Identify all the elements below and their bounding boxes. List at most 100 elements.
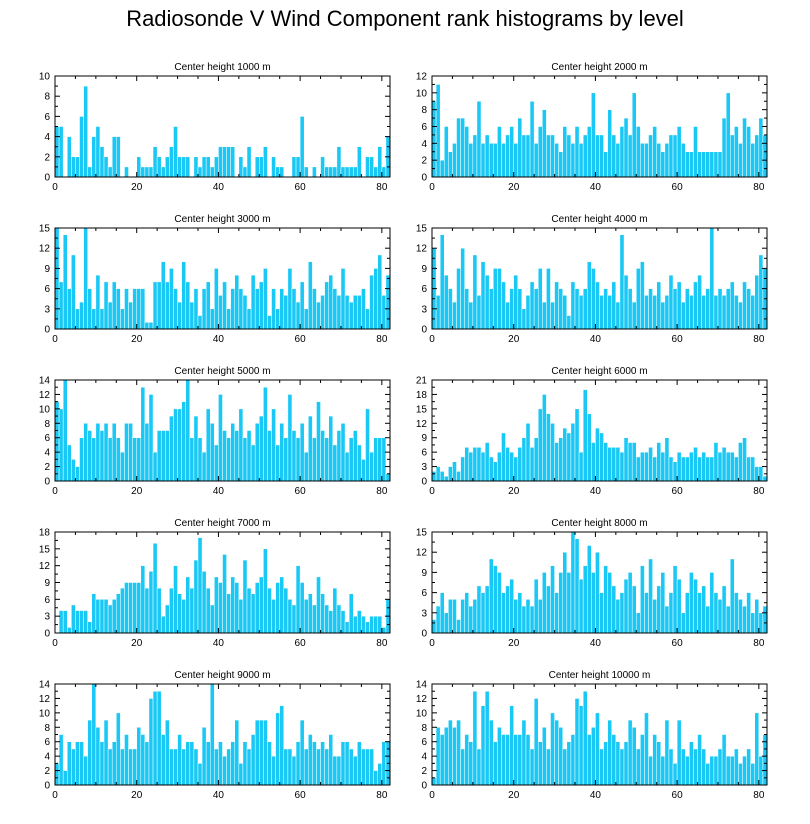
histogram-bar (668, 592, 674, 634)
x-tick-label: 60 (295, 790, 307, 801)
histogram-bar (619, 126, 625, 178)
histogram-bar (148, 571, 154, 634)
histogram-bar (529, 447, 535, 482)
panel-title: Center height 10000 m (549, 670, 651, 681)
histogram-bar (357, 610, 362, 634)
histogram-bar (107, 301, 113, 330)
histogram-bar (713, 295, 719, 330)
histogram-bar (140, 288, 146, 330)
histogram-bar (488, 288, 494, 330)
histogram-bar (431, 777, 437, 786)
histogram-bar (201, 156, 207, 178)
histogram-bar (165, 604, 170, 634)
histogram-bar (271, 599, 276, 634)
histogram-bar (493, 268, 498, 330)
histogram-bar (177, 593, 182, 634)
histogram-bar (181, 156, 186, 178)
histogram-bar (672, 134, 678, 178)
histogram-bar (369, 748, 374, 786)
histogram-bar (627, 719, 633, 786)
histogram-bar (640, 565, 645, 634)
histogram-bar (312, 166, 317, 178)
histogram-bar (623, 274, 629, 330)
x-tick-label: 80 (376, 638, 388, 649)
histogram-bar (701, 151, 706, 178)
histogram-bar (521, 719, 527, 786)
histogram-bar (365, 748, 370, 786)
y-tick-label: 8 (44, 419, 50, 430)
histogram-bar (209, 423, 215, 482)
histogram-bar (607, 109, 613, 178)
x-tick-label: 60 (672, 638, 684, 649)
x-tick-label: 80 (753, 638, 765, 649)
histogram-bar (128, 301, 133, 330)
y-tick-label: 12 (39, 561, 51, 572)
x-tick-label: 60 (672, 486, 684, 497)
histogram-bar (448, 288, 453, 330)
histogram-bar (275, 444, 280, 482)
y-tick-label: 0 (421, 629, 427, 640)
histogram-bar (680, 612, 686, 634)
histogram-bar (742, 281, 747, 330)
histogram-bar (132, 288, 137, 330)
histogram-bar (332, 587, 338, 634)
histogram-bar (79, 116, 84, 178)
x-tick-label: 40 (590, 182, 602, 193)
histogram-bar (713, 755, 719, 786)
histogram-bar (95, 727, 101, 786)
histogram-bar (493, 741, 498, 786)
y-tick-label: 8 (421, 723, 427, 734)
histogram-bar (762, 475, 768, 482)
histogram-bar (513, 456, 519, 482)
histogram-bar (230, 288, 236, 330)
histogram-bar (71, 156, 76, 178)
histogram-bar (452, 727, 457, 786)
histogram-bar (267, 315, 272, 330)
histogram-bar (75, 308, 80, 330)
histogram-bar (324, 748, 329, 786)
histogram-bar (71, 604, 76, 634)
histogram-bar (352, 166, 358, 178)
histogram-bar (652, 734, 657, 786)
histogram-bar (95, 599, 101, 634)
y-tick-label: 9 (421, 264, 427, 275)
histogram-bar (754, 134, 760, 178)
panel-title: Center height 9000 m (174, 670, 270, 681)
histogram-bar (725, 755, 731, 786)
histogram-panel-3: Center height 3000 m 0 20 40 60 80 0 3 6 9 12 15 (39, 214, 391, 345)
histogram-bar (91, 308, 97, 330)
histogram-bar (676, 719, 682, 786)
histogram-bar (566, 315, 572, 330)
histogram-bar (111, 136, 117, 178)
histogram-bar (456, 117, 461, 178)
histogram-bar (721, 447, 727, 482)
histogram-bar (542, 394, 547, 482)
histogram-bar (303, 748, 309, 786)
histogram-bar (542, 301, 547, 330)
y-tick-label: 15 (39, 544, 51, 555)
histogram-bar (287, 394, 293, 482)
y-tick-label: 6 (44, 112, 50, 123)
histogram-bar (381, 627, 387, 634)
histogram-bar (291, 156, 297, 178)
histogram-bar (586, 126, 592, 178)
histogram-bar (640, 734, 645, 786)
histogram-bar (738, 143, 743, 178)
histogram-bar (230, 423, 236, 482)
histogram-bar (254, 156, 260, 178)
histogram-bar (586, 413, 592, 482)
histogram-bar (529, 281, 535, 330)
histogram-bar (263, 719, 268, 786)
histogram-bar (758, 612, 764, 634)
histogram-bar (54, 401, 60, 482)
histogram-bar (295, 741, 301, 786)
histogram-bar (87, 288, 93, 330)
histogram-bar (116, 437, 121, 482)
histogram-bar (58, 408, 64, 482)
histogram-bar (340, 268, 346, 330)
histogram-bar (762, 134, 768, 178)
histogram-bar (513, 274, 519, 330)
histogram-bar (742, 437, 747, 482)
histogram-bar (480, 143, 486, 178)
x-tick-label: 80 (753, 182, 765, 193)
